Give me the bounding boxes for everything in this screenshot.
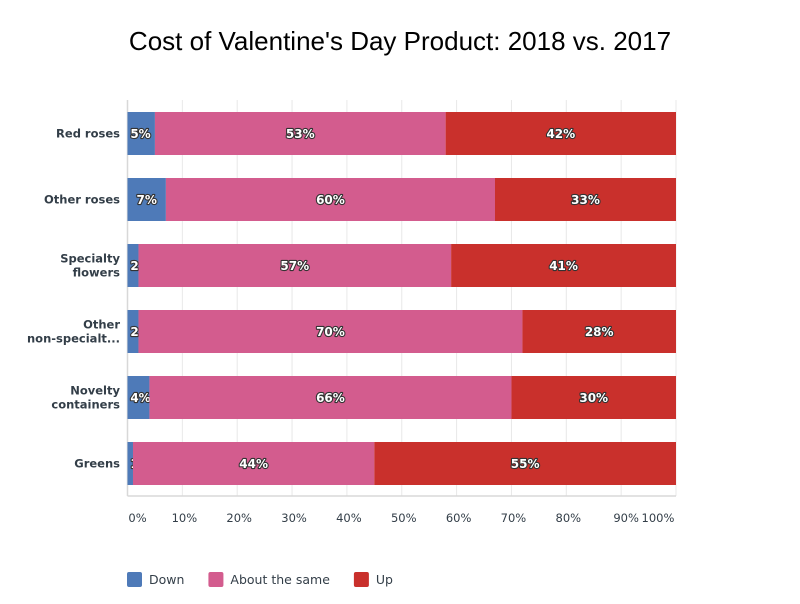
bar-segment xyxy=(127,244,139,287)
bar-segment xyxy=(451,244,676,287)
x-tick-label: 90% xyxy=(613,511,639,525)
category-label: Other xyxy=(83,318,120,332)
category-label: containers xyxy=(51,398,120,412)
data-label: 41% xyxy=(549,259,578,273)
x-tick-label: 20% xyxy=(226,511,252,525)
legend-swatch xyxy=(127,572,142,587)
data-label: 42% xyxy=(546,127,575,141)
category-label: Greens xyxy=(74,457,120,471)
category-label: non-specialt... xyxy=(27,332,120,346)
legend-label: About the same xyxy=(230,572,330,587)
x-tick-label: 40% xyxy=(336,511,362,525)
data-label: 33% xyxy=(571,193,600,207)
x-tick-label: 100% xyxy=(642,511,675,525)
x-tick-label: 10% xyxy=(172,511,198,525)
category-label: Specialty xyxy=(60,252,120,266)
legend-swatch xyxy=(353,572,369,587)
legend-label: Down xyxy=(149,572,184,587)
bar-segment xyxy=(138,310,523,353)
legend-swatch xyxy=(208,572,224,587)
bar-segment xyxy=(127,310,139,353)
data-label: 66% xyxy=(316,391,345,405)
category-label: Novelty xyxy=(70,384,120,398)
bar-segment xyxy=(511,376,676,419)
bar-segment xyxy=(127,112,155,155)
bar-segment xyxy=(132,442,375,485)
data-label: 60% xyxy=(316,193,345,207)
x-tick-label: 80% xyxy=(556,511,582,525)
data-label: 53% xyxy=(286,127,315,141)
category-label: Red roses xyxy=(56,127,120,141)
bar-segment xyxy=(127,178,166,221)
x-tick-label: 60% xyxy=(446,511,472,525)
bar-segment xyxy=(127,376,150,419)
x-tick-label: 70% xyxy=(501,511,527,525)
x-tick-label: 30% xyxy=(281,511,307,525)
x-tick-label: 0% xyxy=(128,511,146,525)
category-label: Other roses xyxy=(44,193,120,207)
data-label: 70% xyxy=(316,325,345,339)
bar-segment xyxy=(374,442,676,485)
data-label: 5% xyxy=(130,127,150,141)
data-label: 57% xyxy=(280,259,309,273)
data-label: 4% xyxy=(130,391,150,405)
bar-segment xyxy=(154,112,446,155)
bar-segment xyxy=(522,310,676,353)
category-label: flowers xyxy=(73,266,121,280)
x-tick-label: 50% xyxy=(391,511,417,525)
legend-label: Up xyxy=(376,572,393,587)
bar-segment xyxy=(149,376,512,419)
bar-segment xyxy=(127,442,133,485)
data-label: 28% xyxy=(585,325,614,339)
data-label: 44% xyxy=(239,457,268,471)
data-label: 7% xyxy=(137,193,157,207)
data-label: 30% xyxy=(579,391,608,405)
data-label: 55% xyxy=(511,457,540,471)
bar-segment xyxy=(165,178,495,221)
bar-segment xyxy=(445,112,676,155)
bar-segment xyxy=(494,178,676,221)
bar-segment xyxy=(138,244,452,287)
chart-title: Cost of Valentine's Day Product: 2018 vs… xyxy=(128,26,672,56)
